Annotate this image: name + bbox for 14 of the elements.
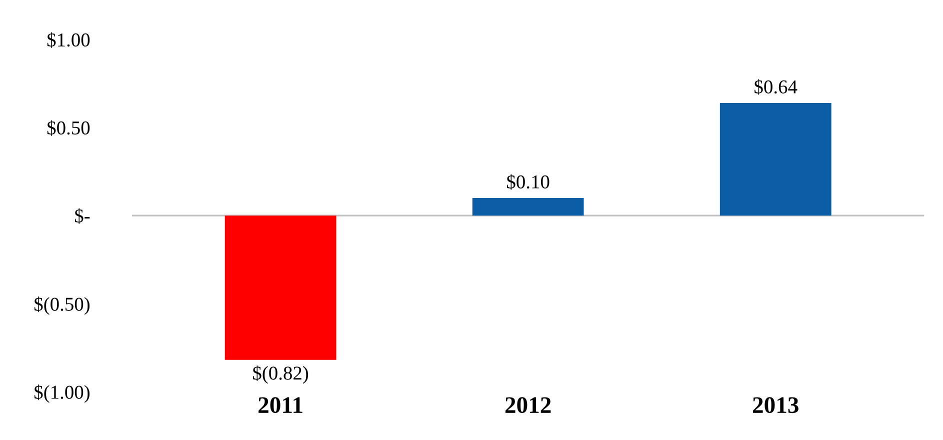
y-tick-label: $(0.50): [34, 296, 90, 315]
data-label: $0.10: [507, 174, 550, 190]
x-tick-label: 2011: [258, 397, 302, 414]
y-tick-label: $0.50: [47, 120, 90, 136]
data-label: $0.64: [754, 79, 798, 95]
y-tick-label: $1.00: [47, 32, 90, 48]
bar: [472, 198, 584, 216]
x-tick-label: 2013: [753, 397, 798, 414]
x-tick-label: 2012: [505, 397, 551, 414]
y-tick-label: $-: [74, 208, 90, 224]
bar: [224, 216, 336, 360]
y-tick-label: $(1.00): [34, 384, 90, 403]
data-label: $(0.82): [253, 365, 308, 384]
bar: [720, 102, 832, 216]
